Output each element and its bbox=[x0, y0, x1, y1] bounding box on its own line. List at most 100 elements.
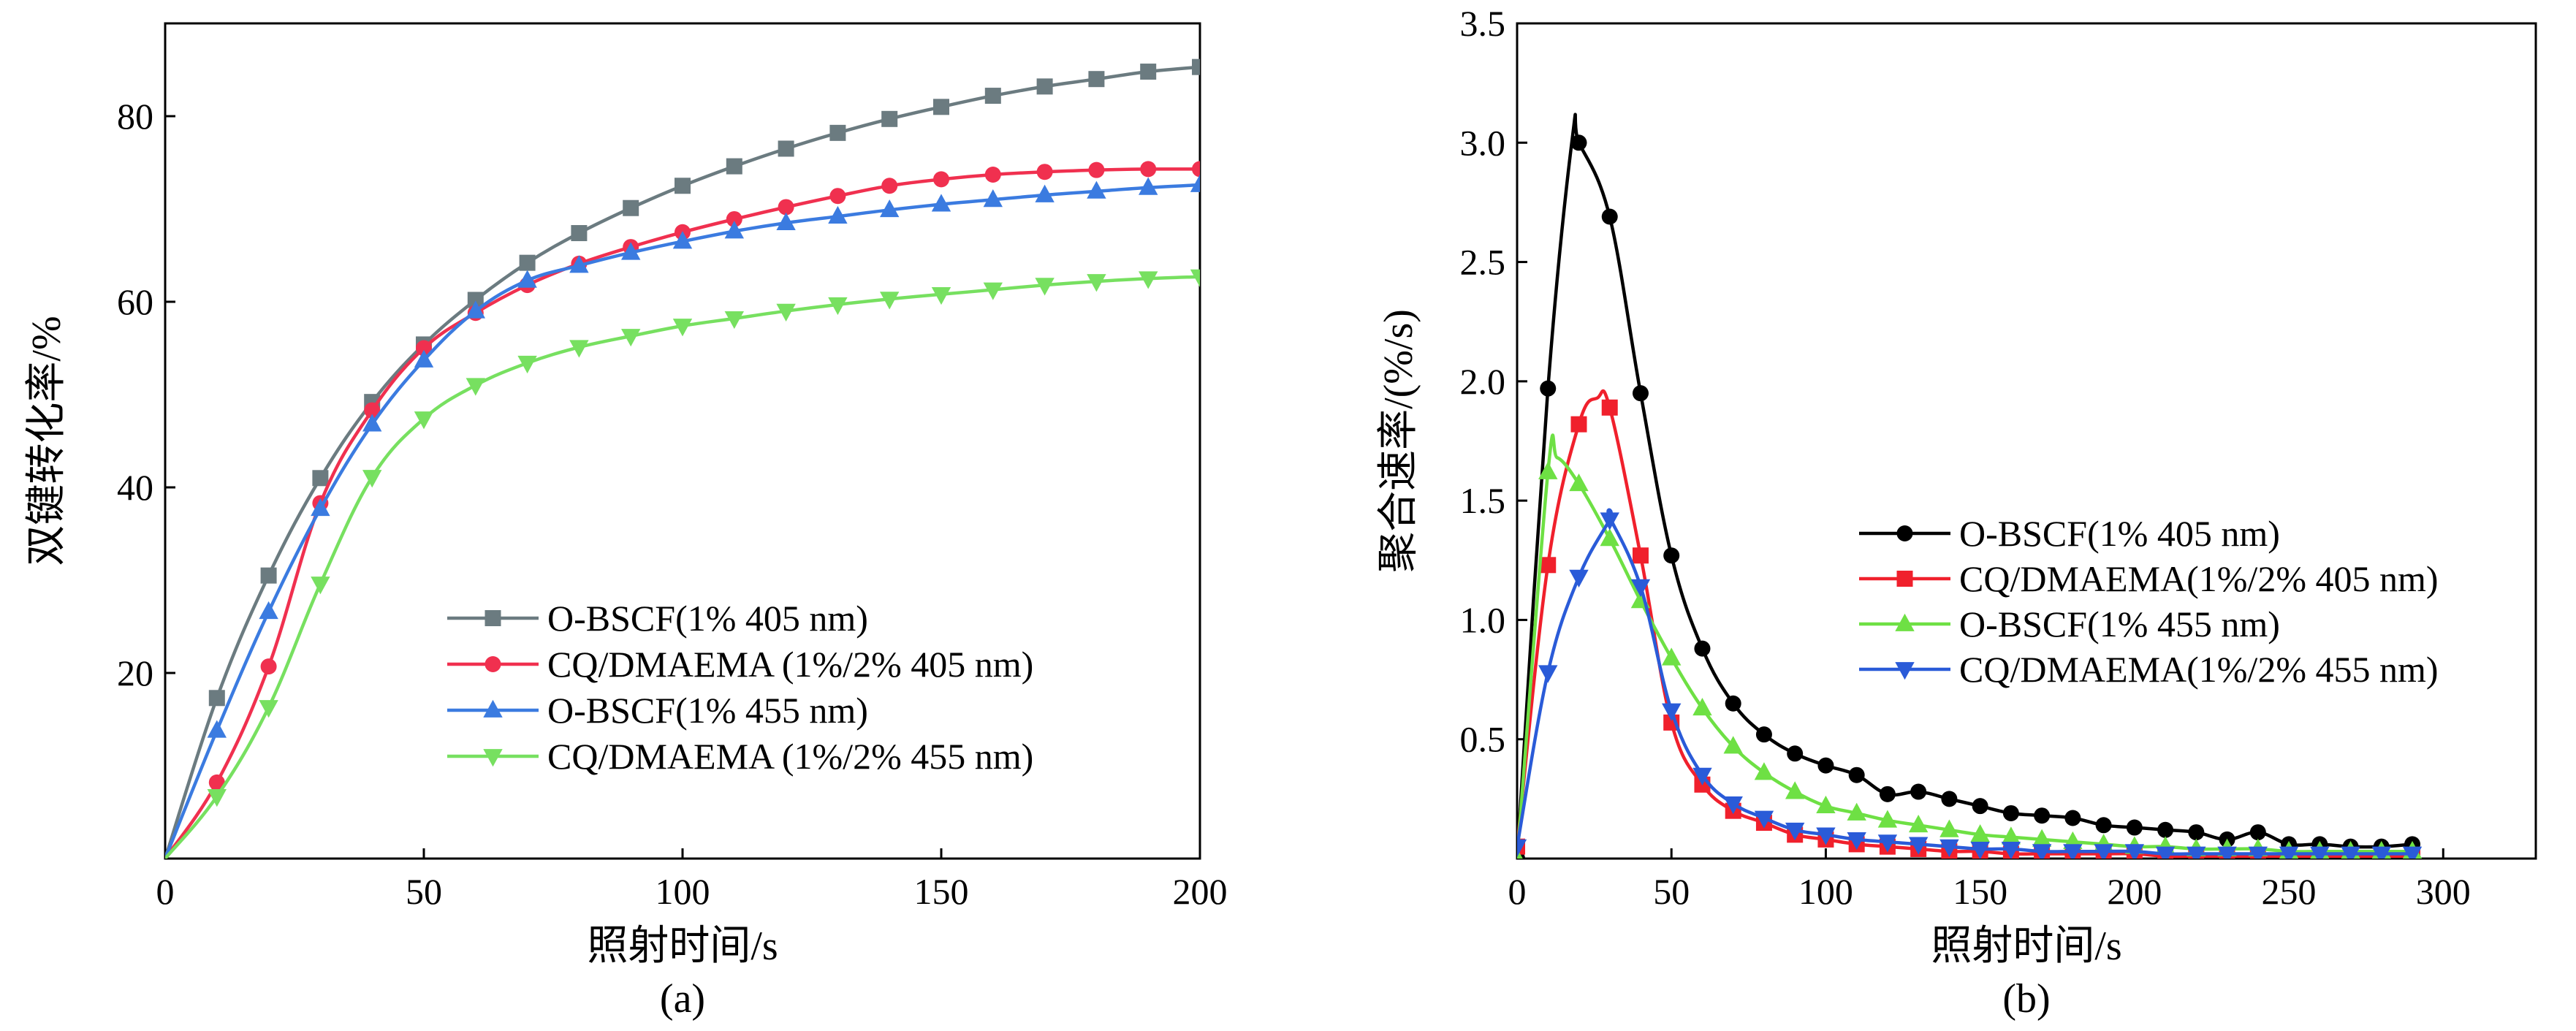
y-tick-label: 60 bbox=[117, 281, 153, 322]
data-point bbox=[1941, 791, 1958, 807]
panel-caption: (a) bbox=[660, 976, 705, 1022]
data-point bbox=[2094, 844, 2113, 859]
data-point bbox=[1538, 665, 1558, 683]
data-point bbox=[1087, 180, 1106, 199]
data-point bbox=[1087, 274, 1106, 292]
y-tick-label: 80 bbox=[117, 96, 153, 137]
data-point bbox=[621, 329, 641, 347]
data-point bbox=[2063, 844, 2083, 859]
legend-marker bbox=[1895, 613, 1915, 631]
panel-caption: (b) bbox=[2002, 976, 2050, 1022]
data-point bbox=[1190, 174, 1200, 192]
data-point bbox=[2341, 846, 2360, 859]
data-point bbox=[1877, 834, 1898, 853]
data-point bbox=[2371, 846, 2391, 859]
data-point bbox=[1601, 208, 1618, 225]
legend-marker bbox=[1896, 571, 1913, 587]
data-point bbox=[984, 167, 1001, 183]
data-point bbox=[519, 254, 536, 271]
data-point bbox=[1723, 736, 1743, 754]
data-point bbox=[828, 205, 848, 224]
data-point bbox=[726, 158, 742, 175]
data-point bbox=[724, 221, 744, 239]
data-point bbox=[1879, 785, 1896, 802]
data-point bbox=[2034, 807, 2051, 824]
data-point bbox=[1190, 269, 1200, 288]
data-point bbox=[1725, 695, 1741, 712]
data-point bbox=[2279, 846, 2299, 859]
data-point bbox=[1939, 819, 1959, 837]
data-point bbox=[312, 470, 329, 487]
data-point bbox=[2032, 844, 2052, 859]
data-point bbox=[569, 340, 589, 358]
data-point bbox=[207, 720, 227, 738]
data-point bbox=[1877, 810, 1898, 828]
data-point bbox=[2032, 829, 2052, 847]
data-point bbox=[1088, 71, 1105, 88]
y-tick-label: 3.5 bbox=[1460, 3, 1506, 44]
data-point bbox=[1970, 824, 1990, 842]
x-tick-label: 200 bbox=[2107, 871, 2162, 912]
data-point bbox=[1036, 164, 1053, 180]
data-point bbox=[2248, 846, 2268, 859]
data-point bbox=[931, 286, 951, 305]
data-point bbox=[2064, 810, 2081, 826]
data-point bbox=[1692, 767, 1712, 785]
legend-marker bbox=[1895, 662, 1915, 680]
data-point bbox=[621, 242, 641, 260]
data-point bbox=[414, 411, 434, 430]
data-point bbox=[1785, 822, 1805, 841]
data-point bbox=[1570, 416, 1587, 433]
x-axis-title: 照射时间/s bbox=[587, 924, 778, 969]
data-point bbox=[362, 470, 382, 488]
data-point bbox=[829, 188, 846, 205]
data-point bbox=[2157, 821, 2174, 838]
data-point bbox=[259, 700, 278, 718]
legend-label: O-BSCF(1% 455 nm) bbox=[547, 690, 868, 731]
data-point bbox=[881, 178, 898, 194]
legend-marker bbox=[483, 749, 503, 767]
data-point bbox=[517, 270, 537, 288]
legend-label: CQ/DMAEMA (1%/2% 455 nm) bbox=[547, 736, 1033, 777]
data-point bbox=[881, 110, 898, 127]
data-point bbox=[724, 311, 744, 330]
legend-label: O-BSCF(1% 455 nm) bbox=[1959, 604, 2280, 644]
data-point bbox=[467, 292, 484, 308]
legend-label: O-BSCF(1% 405 nm) bbox=[1959, 513, 2280, 554]
data-point bbox=[1538, 461, 1558, 479]
legend-marker bbox=[485, 656, 501, 672]
data-point bbox=[2310, 846, 2330, 859]
data-point bbox=[1140, 64, 1157, 80]
data-point bbox=[983, 282, 1003, 300]
data-point bbox=[778, 140, 794, 157]
data-point bbox=[1139, 177, 1158, 195]
legend-label: CQ/DMAEMA(1%/2% 455 nm) bbox=[1959, 649, 2439, 690]
data-point bbox=[675, 178, 691, 194]
chart-a: 0 50 100 150 200 20 40 60 80 照射时间/s 双键转化率/% (a) O-BS… bbox=[24, 22, 1228, 1022]
y-axis-title: 聚合速率/(%/s) bbox=[1376, 309, 1421, 573]
data-point bbox=[1754, 810, 1774, 829]
data-point bbox=[311, 577, 330, 595]
data-point bbox=[1908, 814, 1929, 833]
data-point bbox=[466, 300, 485, 319]
data-point bbox=[1663, 547, 1680, 564]
data-point bbox=[1939, 839, 1959, 857]
legend: O-BSCF(1% 405 nm) CQ/DMAEMA (1%/2% 405 nm… bbox=[447, 598, 1033, 777]
data-point bbox=[1632, 385, 1649, 402]
y-tick-label: 20 bbox=[117, 653, 153, 693]
data-point bbox=[1035, 184, 1055, 202]
data-point bbox=[933, 99, 949, 115]
data-point bbox=[2126, 819, 2143, 836]
data-point bbox=[364, 402, 381, 419]
data-point bbox=[416, 340, 432, 357]
x-tick-label: 150 bbox=[1953, 871, 2007, 912]
data-point bbox=[466, 378, 485, 396]
data-point bbox=[984, 88, 1001, 104]
plot-area bbox=[1517, 113, 2423, 859]
data-point bbox=[880, 199, 900, 218]
data-point bbox=[311, 498, 330, 517]
data-point bbox=[1517, 839, 1527, 857]
data-point bbox=[1632, 547, 1649, 564]
data-point bbox=[1088, 161, 1105, 178]
